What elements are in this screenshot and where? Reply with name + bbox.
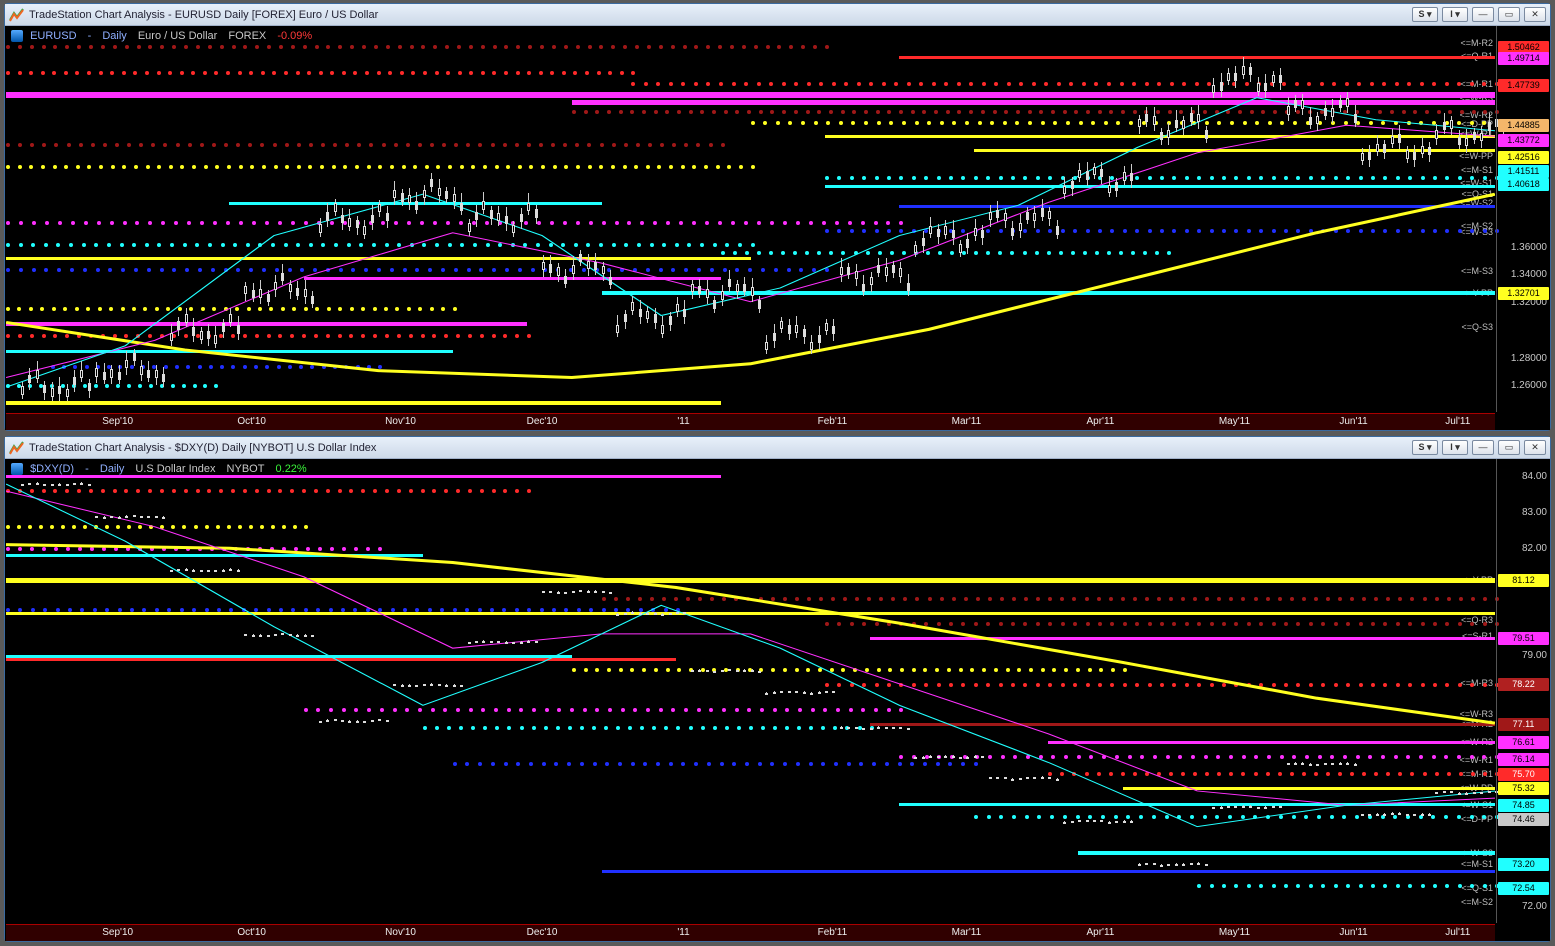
price-level-box: 73.20 (1498, 858, 1549, 871)
y-tick: 79.00 (1522, 650, 1547, 661)
minimize-button[interactable]: — (1472, 440, 1494, 455)
price-level-box: 74.46 (1498, 813, 1549, 826)
minimize-button[interactable]: — (1472, 7, 1494, 22)
i-dropdown[interactable]: I ▾ (1442, 7, 1468, 22)
pct-change: 0.22% (276, 463, 307, 475)
moving-average-ma20 (6, 484, 1495, 827)
x-tick: Apr'11 (1086, 416, 1114, 427)
price-level-box: 72.54 (1498, 882, 1549, 895)
chart-panel-dxy: TradeStation Chart Analysis - $DXY(D) Da… (4, 436, 1551, 942)
price-level-box: 76.61 (1498, 736, 1549, 749)
symbol: EURUSD (30, 30, 76, 42)
tradestation-icon (9, 440, 24, 455)
x-tick: Jul'11 (1445, 927, 1470, 938)
symbol-icon (11, 30, 23, 42)
y-tick: 83.00 (1522, 507, 1547, 518)
y-tick: 72.00 (1522, 901, 1547, 912)
x-tick: Jul'11 (1445, 416, 1470, 427)
price-level-box: 1.43772 (1498, 134, 1549, 147)
i-dropdown[interactable]: I ▾ (1442, 440, 1468, 455)
y-tick: 1.26000 (1511, 380, 1547, 391)
price-level-box: 1.32701 (1498, 287, 1549, 300)
price-level-box: 1.49714 (1498, 52, 1549, 65)
exchange: FOREX (228, 30, 266, 42)
x-tick: Oct'10 (237, 927, 266, 938)
x-tick: Feb'11 (818, 927, 848, 938)
maximize-button[interactable]: ▭ (1498, 440, 1520, 455)
price-level-box: 1.47739 (1498, 79, 1549, 92)
y-axis-b: 72.00 79.00 82.00 83.00 84.00 81.12 79.51 78.22… (1496, 459, 1550, 923)
maximize-button[interactable]: ▭ (1498, 7, 1520, 22)
y-tick: 82.00 (1522, 543, 1547, 554)
instrument-desc: Euro / US Dollar (138, 30, 217, 42)
x-tick: Apr'11 (1086, 927, 1114, 938)
x-tick: Mar'11 (952, 416, 982, 427)
y-tick: 1.28000 (1511, 353, 1547, 364)
x-tick: Jun'11 (1339, 927, 1367, 938)
x-tick: Dec'10 (527, 927, 558, 938)
symbol-line-b: $DXY(D) - Daily U.S Dollar Index NYBOT 0… (11, 463, 315, 475)
y-tick: 1.34000 (1511, 269, 1547, 280)
x-tick: May'11 (1219, 927, 1250, 938)
chart-panel-eurusd: TradeStation Chart Analysis - EURUSD Dai… (4, 3, 1551, 431)
x-tick: Nov'10 (385, 927, 416, 938)
x-tick: Jun'11 (1339, 416, 1367, 427)
s-dropdown[interactable]: S ▾ (1412, 440, 1438, 455)
x-tick: Mar'11 (952, 927, 982, 938)
x-tick: Nov'10 (385, 416, 416, 427)
y-axis-a: 1.260001.280001.320001.340001.360001.504… (1496, 26, 1550, 412)
titlebar-a[interactable]: TradeStation Chart Analysis - EURUSD Dai… (5, 4, 1550, 26)
price-level-box: 75.70 (1498, 768, 1549, 781)
x-tick: May'11 (1219, 416, 1250, 427)
x-axis-a: Sep'10 Oct'10 Nov'10 Dec'10 '11 Feb'11 Mar'11 A… (6, 413, 1495, 430)
price-level-box: 76.14 (1498, 753, 1549, 766)
tradestation-icon (9, 7, 24, 22)
title-text-a: TradeStation Chart Analysis - EURUSD Dai… (29, 9, 378, 21)
period: Daily (100, 463, 124, 475)
x-tick: Sep'10 (102, 927, 133, 938)
pct-change: -0.09% (277, 30, 312, 42)
y-tick: 1.36000 (1511, 242, 1547, 253)
chart-area-b[interactable]: $DXY(D) - Daily U.S Dollar Index NYBOT 0… (5, 459, 1550, 941)
period: Daily (102, 30, 126, 42)
x-tick: '11 (677, 416, 689, 427)
price-level-box: 1.40618 (1498, 178, 1549, 191)
price-level-box: 1.42516 (1498, 151, 1549, 164)
symbol: $DXY(D) (30, 463, 74, 475)
title-text-b: TradeStation Chart Analysis - $DXY(D) Da… (29, 442, 376, 454)
instrument-desc: U.S Dollar Index (135, 463, 215, 475)
close-button[interactable]: ✕ (1524, 7, 1546, 22)
price-level-box: 74.85 (1498, 799, 1549, 812)
titlebar-b[interactable]: TradeStation Chart Analysis - $DXY(D) Da… (5, 437, 1550, 459)
symbol-line-a: EURUSD - Daily Euro / US Dollar FOREX -0… (11, 30, 320, 42)
price-level-box: 1.41511 (1498, 165, 1549, 178)
s-dropdown[interactable]: S ▾ (1412, 7, 1438, 22)
x-tick: Sep'10 (102, 416, 133, 427)
x-axis-b: Sep'10 Oct'10 Nov'10 Dec'10 '11 Feb'11 Mar'11 A… (6, 924, 1495, 941)
moving-average-ma200 (6, 194, 1495, 377)
x-tick: Dec'10 (527, 416, 558, 427)
price-level-box: 77.11 (1498, 718, 1549, 731)
chart-area-a[interactable]: EURUSD - Daily Euro / US Dollar FOREX -0… (5, 26, 1550, 430)
exchange: NYBOT (227, 463, 265, 475)
price-level-box: 78.22 (1498, 678, 1549, 691)
close-button[interactable]: ✕ (1524, 440, 1546, 455)
plot-area-a[interactable]: <=M-R2<=Q-R1<=M-R1<=W-R3<=W-R2<=D-PP<=W-… (6, 26, 1495, 412)
plot-area-b[interactable]: <=Y-PP<=Q-R3<=S-R1<=M-R3<=W-R3<=M-R2<=W-… (6, 459, 1495, 923)
price-level-box: 81.12 (1498, 574, 1549, 587)
moving-average-ma50 (6, 125, 1495, 377)
price-level-box: 75.32 (1498, 782, 1549, 795)
x-tick: '11 (677, 927, 689, 938)
price-level-box: 1.44885 (1498, 119, 1549, 132)
price-level-box: 79.51 (1498, 632, 1549, 645)
y-tick: 84.00 (1522, 471, 1547, 482)
symbol-icon (11, 463, 23, 475)
moving-average-ma50 (6, 491, 1495, 805)
x-tick: Oct'10 (237, 416, 266, 427)
x-tick: Feb'11 (818, 416, 848, 427)
